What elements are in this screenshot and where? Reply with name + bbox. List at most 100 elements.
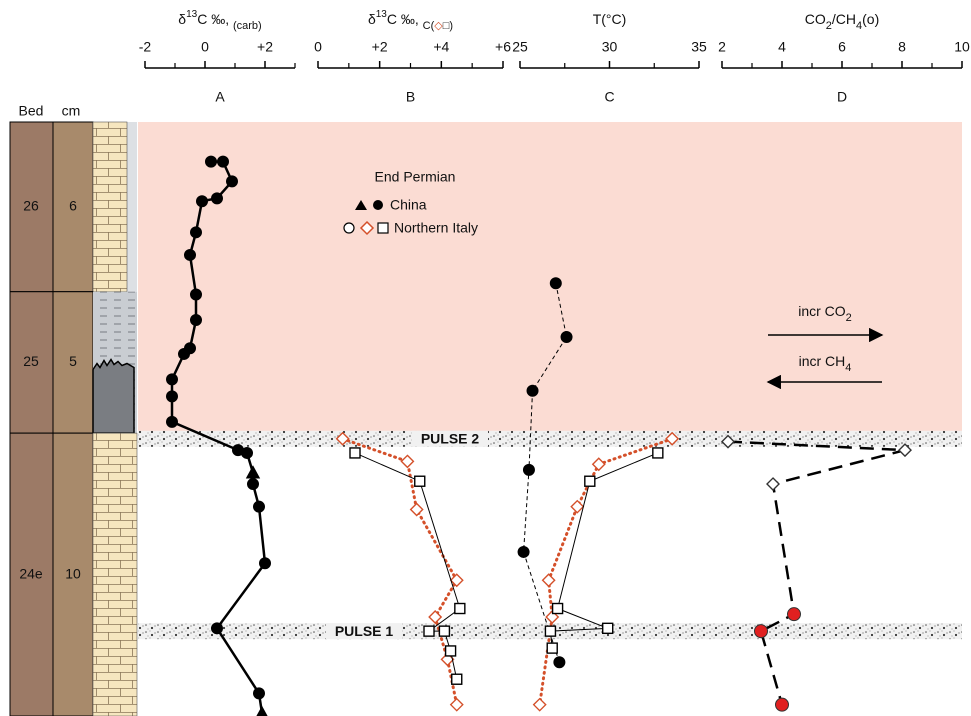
legend-symbol bbox=[359, 220, 375, 236]
point bbox=[335, 431, 350, 446]
point bbox=[166, 415, 178, 428]
cm-cell bbox=[52, 432, 94, 716]
bed-cell bbox=[9, 432, 54, 716]
axis-title: T(°C) bbox=[593, 11, 627, 27]
lithology bbox=[92, 121, 128, 293]
point bbox=[449, 573, 464, 588]
tick-label: 0 bbox=[201, 39, 209, 55]
legend-symbol bbox=[343, 222, 355, 234]
legend-symbol bbox=[373, 200, 383, 210]
point bbox=[400, 454, 415, 469]
series-line bbox=[341, 437, 459, 707]
point bbox=[190, 288, 202, 301]
text-part: 4 bbox=[856, 20, 862, 32]
point bbox=[409, 502, 424, 517]
point bbox=[775, 697, 789, 712]
point bbox=[166, 390, 178, 403]
bed-thickness: 5 bbox=[69, 353, 77, 369]
text-part: incr CO bbox=[798, 303, 846, 319]
point bbox=[721, 434, 735, 449]
point bbox=[787, 607, 801, 622]
text-part: C ‰, bbox=[197, 11, 233, 27]
point bbox=[349, 447, 361, 459]
panel-label: D bbox=[837, 89, 847, 105]
panel-label: B bbox=[406, 89, 415, 105]
column-header: cm bbox=[62, 103, 81, 119]
series-line bbox=[523, 283, 568, 663]
point bbox=[549, 277, 562, 290]
text-part: /CH bbox=[832, 11, 856, 27]
point bbox=[184, 248, 196, 261]
axis-title: δ13C ‰, (carb) bbox=[178, 9, 261, 32]
tick-label: +6 bbox=[495, 39, 511, 55]
text-part: 2 bbox=[826, 20, 832, 32]
bed-cell bbox=[9, 121, 54, 293]
tick-label: 6 bbox=[838, 39, 846, 55]
axis-title: δ13C ‰, C(◇□) bbox=[368, 9, 453, 32]
panel-label: C bbox=[604, 89, 614, 105]
point bbox=[428, 610, 443, 624]
tick-label: +2 bbox=[257, 39, 273, 55]
point bbox=[178, 347, 190, 360]
pulse-band bbox=[138, 430, 962, 447]
text-part: C ‰, bbox=[387, 11, 423, 27]
text-part: CO bbox=[805, 11, 826, 27]
point bbox=[438, 625, 451, 637]
legend-symbol bbox=[377, 222, 389, 234]
text-part: δ bbox=[178, 11, 186, 27]
point bbox=[526, 384, 539, 397]
tick-label: -2 bbox=[139, 39, 152, 55]
pulse-label-bg bbox=[326, 623, 402, 640]
text-part: (o) bbox=[862, 11, 879, 27]
point bbox=[414, 475, 426, 487]
lithology-dark bbox=[92, 358, 135, 434]
series-line bbox=[727, 440, 906, 706]
point bbox=[454, 602, 466, 615]
text-part: C( bbox=[423, 20, 435, 32]
point bbox=[570, 499, 585, 514]
point bbox=[517, 545, 530, 558]
point bbox=[226, 175, 238, 188]
bed-label: 26 bbox=[23, 198, 39, 214]
panel-label: A bbox=[215, 89, 225, 105]
text-part: incr CH bbox=[799, 353, 846, 369]
tick-label: 8 bbox=[898, 39, 906, 55]
point bbox=[253, 500, 265, 513]
point bbox=[584, 475, 596, 487]
bed-label: 25 bbox=[23, 353, 39, 369]
tick-label: 4 bbox=[778, 39, 786, 55]
text-part: δ bbox=[368, 11, 376, 27]
tick-label: 0 bbox=[314, 39, 322, 55]
point bbox=[449, 697, 464, 712]
point bbox=[544, 625, 557, 637]
bed-cell bbox=[9, 291, 54, 434]
series-line bbox=[549, 452, 659, 649]
point bbox=[522, 463, 535, 476]
pulse-label-bg bbox=[412, 430, 488, 447]
point bbox=[247, 478, 259, 491]
point bbox=[245, 465, 261, 479]
legend-symbol bbox=[355, 200, 367, 210]
point bbox=[253, 687, 265, 700]
point bbox=[196, 195, 208, 208]
point bbox=[551, 602, 564, 615]
tick-label: 35 bbox=[691, 39, 707, 55]
point bbox=[211, 192, 223, 205]
point bbox=[190, 226, 202, 239]
point bbox=[451, 673, 463, 685]
point bbox=[591, 457, 606, 472]
point bbox=[560, 330, 573, 343]
point bbox=[166, 373, 178, 386]
interval-shading bbox=[138, 122, 962, 434]
point bbox=[898, 443, 912, 458]
legend-entry: Northern Italy bbox=[394, 220, 478, 236]
lithology bbox=[92, 432, 138, 716]
point bbox=[444, 645, 457, 657]
point bbox=[256, 705, 268, 716]
point bbox=[217, 155, 229, 168]
text-part: ◇ bbox=[434, 20, 443, 32]
tick-label: +2 bbox=[372, 39, 388, 55]
point bbox=[546, 642, 558, 654]
point bbox=[259, 557, 271, 570]
